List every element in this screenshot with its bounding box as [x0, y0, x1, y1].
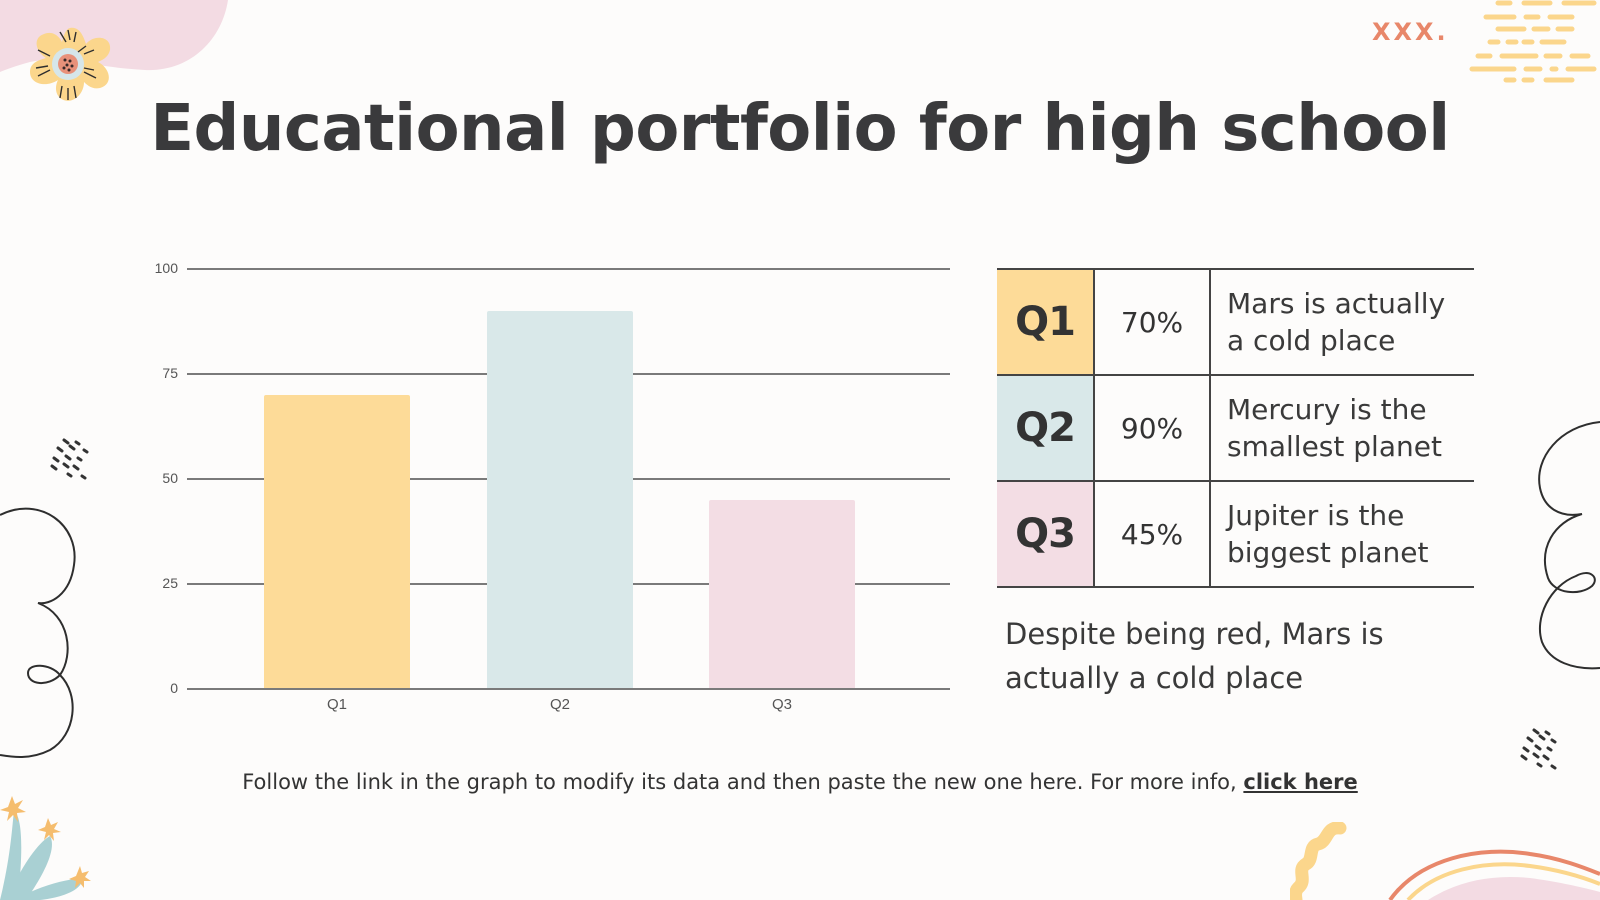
dash-pattern-right — [1520, 728, 1557, 770]
percent-cell: 70% — [1094, 268, 1211, 376]
quarter-table: Q1 70% Mars is actually a cold place Q2 … — [997, 268, 1474, 588]
yellow-squiggle-decor — [1290, 822, 1347, 900]
gridline-100 — [187, 268, 950, 270]
bar-q2[interactable] — [487, 311, 633, 689]
note-text: Despite being red, Mars is actually a co… — [1005, 617, 1384, 695]
description-line: a cold place — [1227, 324, 1396, 357]
y-tick-label: 100 — [154, 260, 178, 276]
y-tick-label: 50 — [162, 470, 178, 486]
page-title: Educational portfolio for high school — [150, 92, 1450, 166]
description-cell: Mercury is the smallest planet — [1210, 374, 1474, 482]
loop-line-right — [1538, 421, 1600, 670]
table-row: Q2 90% Mercury is the smallest planet — [997, 374, 1474, 482]
footer-text: Follow the link in the graph to modify i… — [242, 770, 1244, 794]
plant-decor-bottom-left — [0, 796, 91, 900]
percent-cell: 90% — [1094, 374, 1211, 482]
table-row: Q1 70% Mars is actually a cold place — [997, 268, 1474, 376]
y-tick-label: 25 — [162, 575, 178, 591]
description-line: smallest planet — [1227, 430, 1442, 463]
dash-pattern-left — [50, 438, 89, 480]
flower-icon — [30, 27, 111, 101]
table-row: Q3 45% Jupiter is the biggest planet — [997, 480, 1474, 588]
bar-q1[interactable] — [264, 395, 410, 689]
rainbow-decor-bottom-right — [1388, 849, 1600, 900]
x-axis-baseline — [187, 688, 950, 690]
description-line: Mercury is the — [1227, 393, 1427, 426]
quarter-label-cell: Q3 — [997, 480, 1095, 588]
x-tick-label: Q2 — [549, 696, 570, 713]
description-line: biggest planet — [1227, 536, 1429, 569]
quarter-label-cell: Q1 — [997, 268, 1095, 376]
yellow-dashes-decor — [1469, 0, 1597, 83]
y-tick-label: 75 — [162, 365, 178, 381]
quarter-label-cell: Q2 — [997, 374, 1095, 482]
description-cell: Mars is actually a cold place — [1210, 268, 1474, 376]
y-tick-label: 0 — [170, 680, 178, 696]
description-cell: Jupiter is the biggest planet — [1210, 480, 1474, 588]
percent-cell: 45% — [1094, 480, 1211, 588]
x-tick-label: Q3 — [771, 696, 792, 713]
bar-chart: 100 75 50 25 0 Q1 Q2 Q3 — [140, 255, 950, 735]
description-line: Mars is actually — [1227, 287, 1446, 320]
description-line: Jupiter is the — [1227, 499, 1405, 532]
footer-instructions: Follow the link in the graph to modify i… — [0, 770, 1600, 794]
decor-xxx-text: XXX. — [1372, 18, 1449, 46]
bar-q3[interactable] — [709, 500, 855, 689]
x-tick-label: Q1 — [326, 696, 347, 713]
click-here-link[interactable]: click here — [1243, 770, 1358, 794]
loop-line-left — [0, 507, 76, 758]
